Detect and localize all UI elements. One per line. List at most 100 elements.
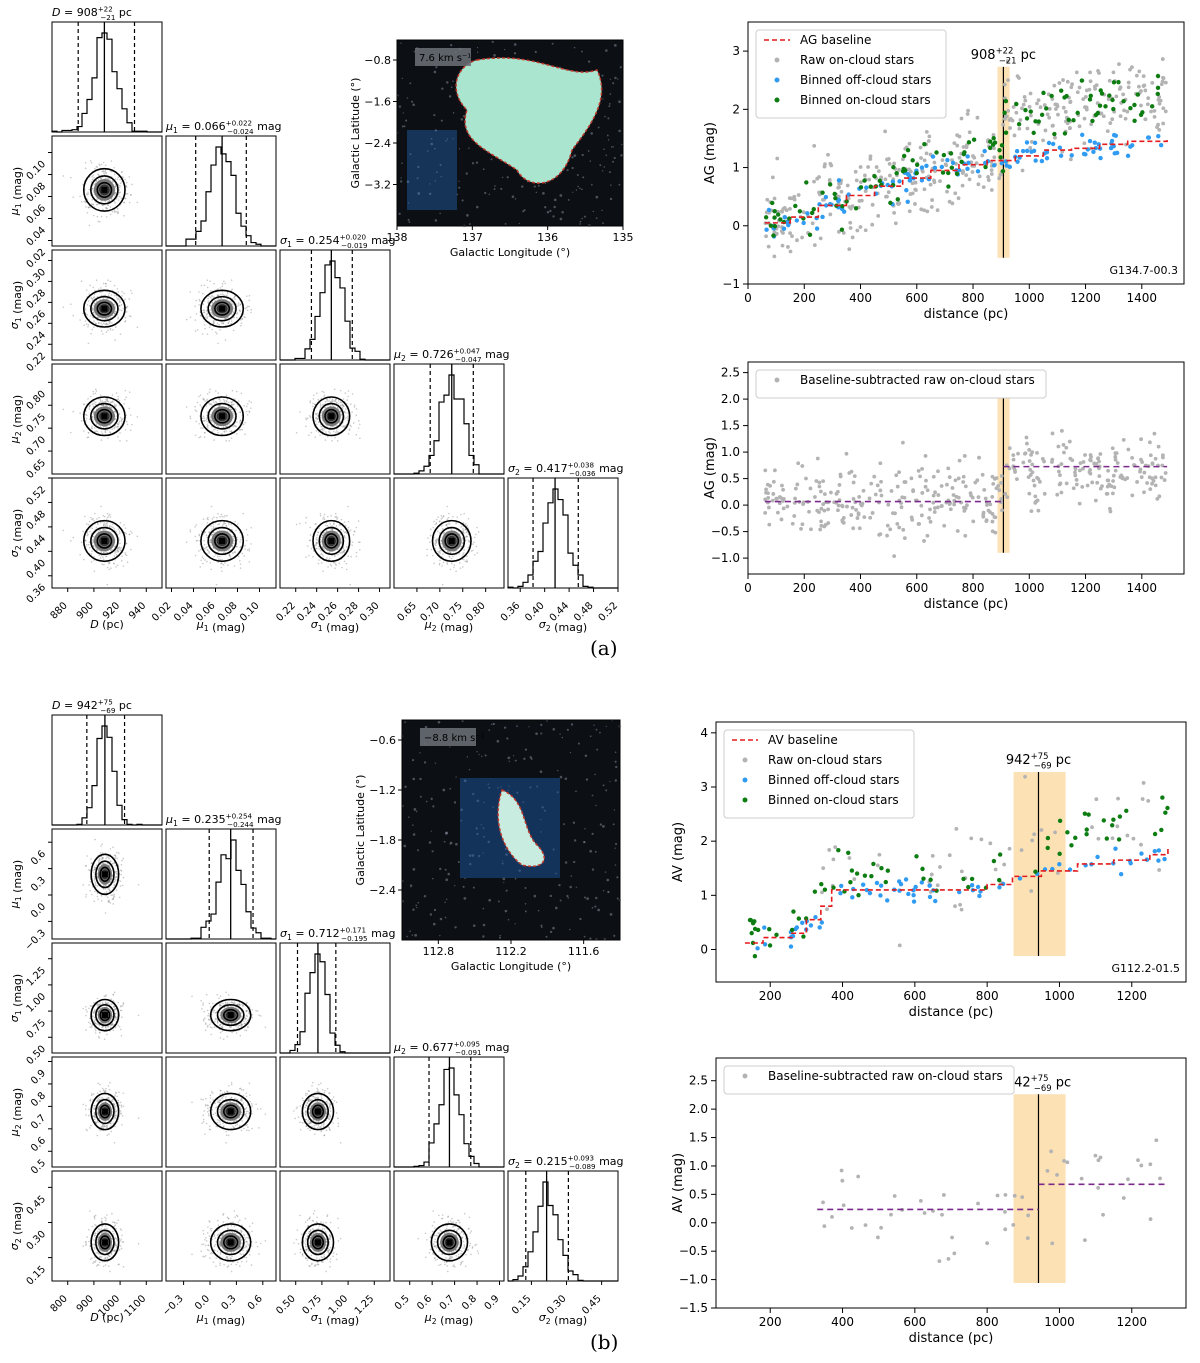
sample-point [221,293,224,295]
raw-on-cloud-point [953,478,958,483]
binned-on-cloud-point [1003,130,1009,135]
sample-point [235,316,238,319]
sample-point [109,200,111,202]
axis-label-mu2: μ2 (mag) [424,618,473,634]
density-contour [207,402,237,430]
raw-on-cloud-point [913,202,917,206]
binned-off-cloud-point [1033,158,1038,163]
sample-point [124,398,126,401]
sample-point [250,526,253,529]
sample-point [108,292,111,295]
sample-point [357,520,360,522]
sample-point [118,189,120,191]
raw-on-cloud-point [851,497,856,501]
sample-point [463,549,465,551]
sample-point [227,322,230,324]
raw-on-cloud-point [1025,126,1030,131]
sample-point [215,331,217,334]
sample-point [119,298,121,301]
sample-point [106,398,109,401]
sample-point [117,316,120,319]
sample-point [222,322,225,325]
sample-point [113,173,116,176]
sample-point [124,429,127,431]
binned-off-cloud-point [1004,163,1009,168]
map-speckle [458,148,461,150]
raw-on-cloud-point [930,198,935,202]
raw-on-cloud-point [1053,102,1058,107]
sample-point [329,523,331,525]
binned-on-cloud-point [922,141,927,147]
raw-on-cloud-point [1041,138,1045,143]
raw-on-cloud-point [1134,73,1139,78]
sample-point [343,521,346,523]
sample-point [315,420,317,423]
sample-point [314,412,317,415]
raw-on-cloud-point [1161,106,1166,111]
sample-point [106,317,108,320]
tick-label: 0.06 [25,203,49,227]
sample-point [224,514,226,517]
binned-on-cloud-point [820,190,825,195]
raw-on-cloud-point [1106,468,1111,473]
raw-on-cloud-point [917,521,922,526]
binned-off-cloud-point [1046,140,1052,146]
raw-on-cloud-point [852,474,857,479]
sample-point [353,530,356,532]
raw-on-cloud-point [1074,477,1079,482]
raw-on-cloud-point [800,522,805,527]
sample-point [310,547,313,550]
sample-point [131,423,133,426]
binned-on-cloud-point [1024,116,1030,121]
sample-point [314,403,317,406]
sample-point [450,557,453,560]
map-speckle [618,100,621,104]
sample-point [130,548,132,551]
tick-label: 600 [905,291,928,305]
sample-point [117,435,119,438]
sample-point [121,291,123,293]
sample-point [203,309,206,312]
sample-point [322,555,325,557]
map-speckle [546,211,550,214]
sample-point [88,541,91,544]
sample-point [468,541,470,543]
tick-label: 400 [849,291,872,305]
sample-point [107,297,109,300]
tick-label: 0 [744,291,752,305]
sample-point [126,561,129,564]
map-speckle [405,119,408,122]
sample-point [345,568,348,571]
raw-on-cloud-point [1071,486,1076,491]
binned-on-cloud-point [1000,168,1006,174]
binned-on-cloud-point [959,159,964,165]
sample-point [239,567,242,569]
sample-point [99,287,102,289]
sample-point [100,330,103,332]
raw-on-cloud-point [928,182,933,187]
raw-on-cloud-point [960,171,965,175]
sample-point [194,525,196,528]
raw-on-cloud-point [907,141,912,146]
sample-point [243,555,246,557]
sample-point [339,404,342,407]
map-speckle [493,53,496,57]
raw-on-cloud-point [924,151,929,156]
sample-point [221,558,223,561]
sample-point [234,551,237,554]
raw-on-cloud-point [1113,468,1118,473]
axis-label-D: D (pc) [90,618,124,631]
sample-point [208,403,211,405]
sample-point [244,544,247,547]
raw-on-cloud-point [1107,78,1112,83]
sample-point [470,550,473,552]
raw-on-cloud-point [869,481,874,486]
sample-point [101,400,104,402]
sample-point [100,177,103,179]
binned-off-cloud-point [794,218,800,223]
sample-point [203,420,206,422]
map-speckle [434,219,438,222]
sample-point [105,285,107,288]
sample-point [119,549,122,552]
map-speckle [476,47,479,49]
